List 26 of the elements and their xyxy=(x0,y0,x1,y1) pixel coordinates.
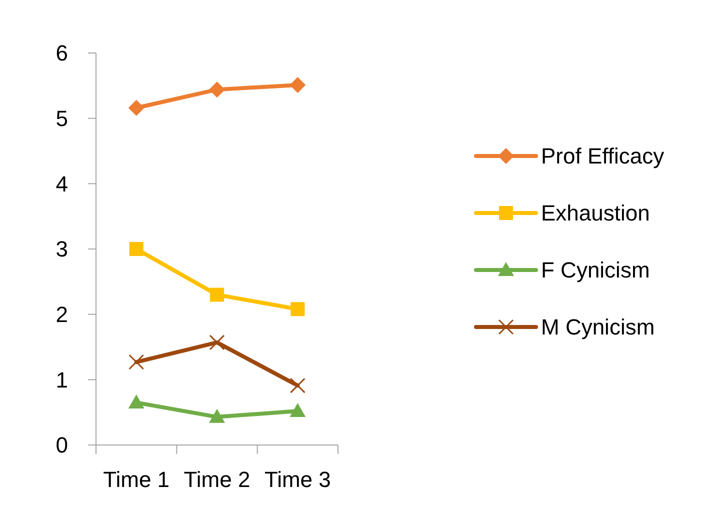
point xyxy=(209,334,225,350)
point xyxy=(128,394,144,409)
legend-label: F Cynicism xyxy=(541,258,650,283)
point xyxy=(209,82,225,98)
point xyxy=(128,100,144,116)
point xyxy=(290,378,306,394)
y-tick-label: 0 xyxy=(56,432,68,458)
y-tick-label: 5 xyxy=(56,106,68,132)
y-tick-label: 1 xyxy=(56,367,68,392)
y-tick-label: 6 xyxy=(56,40,68,66)
y-tick-label: 2 xyxy=(56,302,68,328)
x-tick-label: Time 2 xyxy=(184,467,250,492)
legend-label: Exhaustion xyxy=(541,200,650,226)
legend-label: M Cynicism xyxy=(541,314,655,340)
point xyxy=(290,403,306,418)
legend-label: Prof Efficacy xyxy=(541,144,664,169)
point xyxy=(129,242,144,256)
point xyxy=(290,302,305,316)
y-tick-label: 4 xyxy=(56,171,68,196)
point xyxy=(209,408,225,423)
x-tick-label: Time 3 xyxy=(264,467,331,492)
y-tick-label: 3 xyxy=(56,236,68,262)
x-tick-label: Time 1 xyxy=(103,467,170,492)
point xyxy=(210,288,224,302)
point xyxy=(128,354,144,370)
point xyxy=(290,77,306,94)
